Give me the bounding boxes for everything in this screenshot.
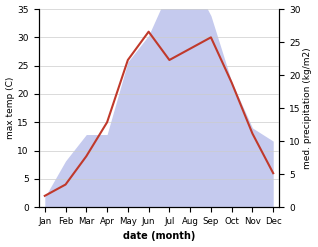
Y-axis label: max temp (C): max temp (C) [5, 77, 15, 139]
Y-axis label: med. precipitation (kg/m2): med. precipitation (kg/m2) [303, 47, 313, 169]
X-axis label: date (month): date (month) [123, 231, 195, 242]
